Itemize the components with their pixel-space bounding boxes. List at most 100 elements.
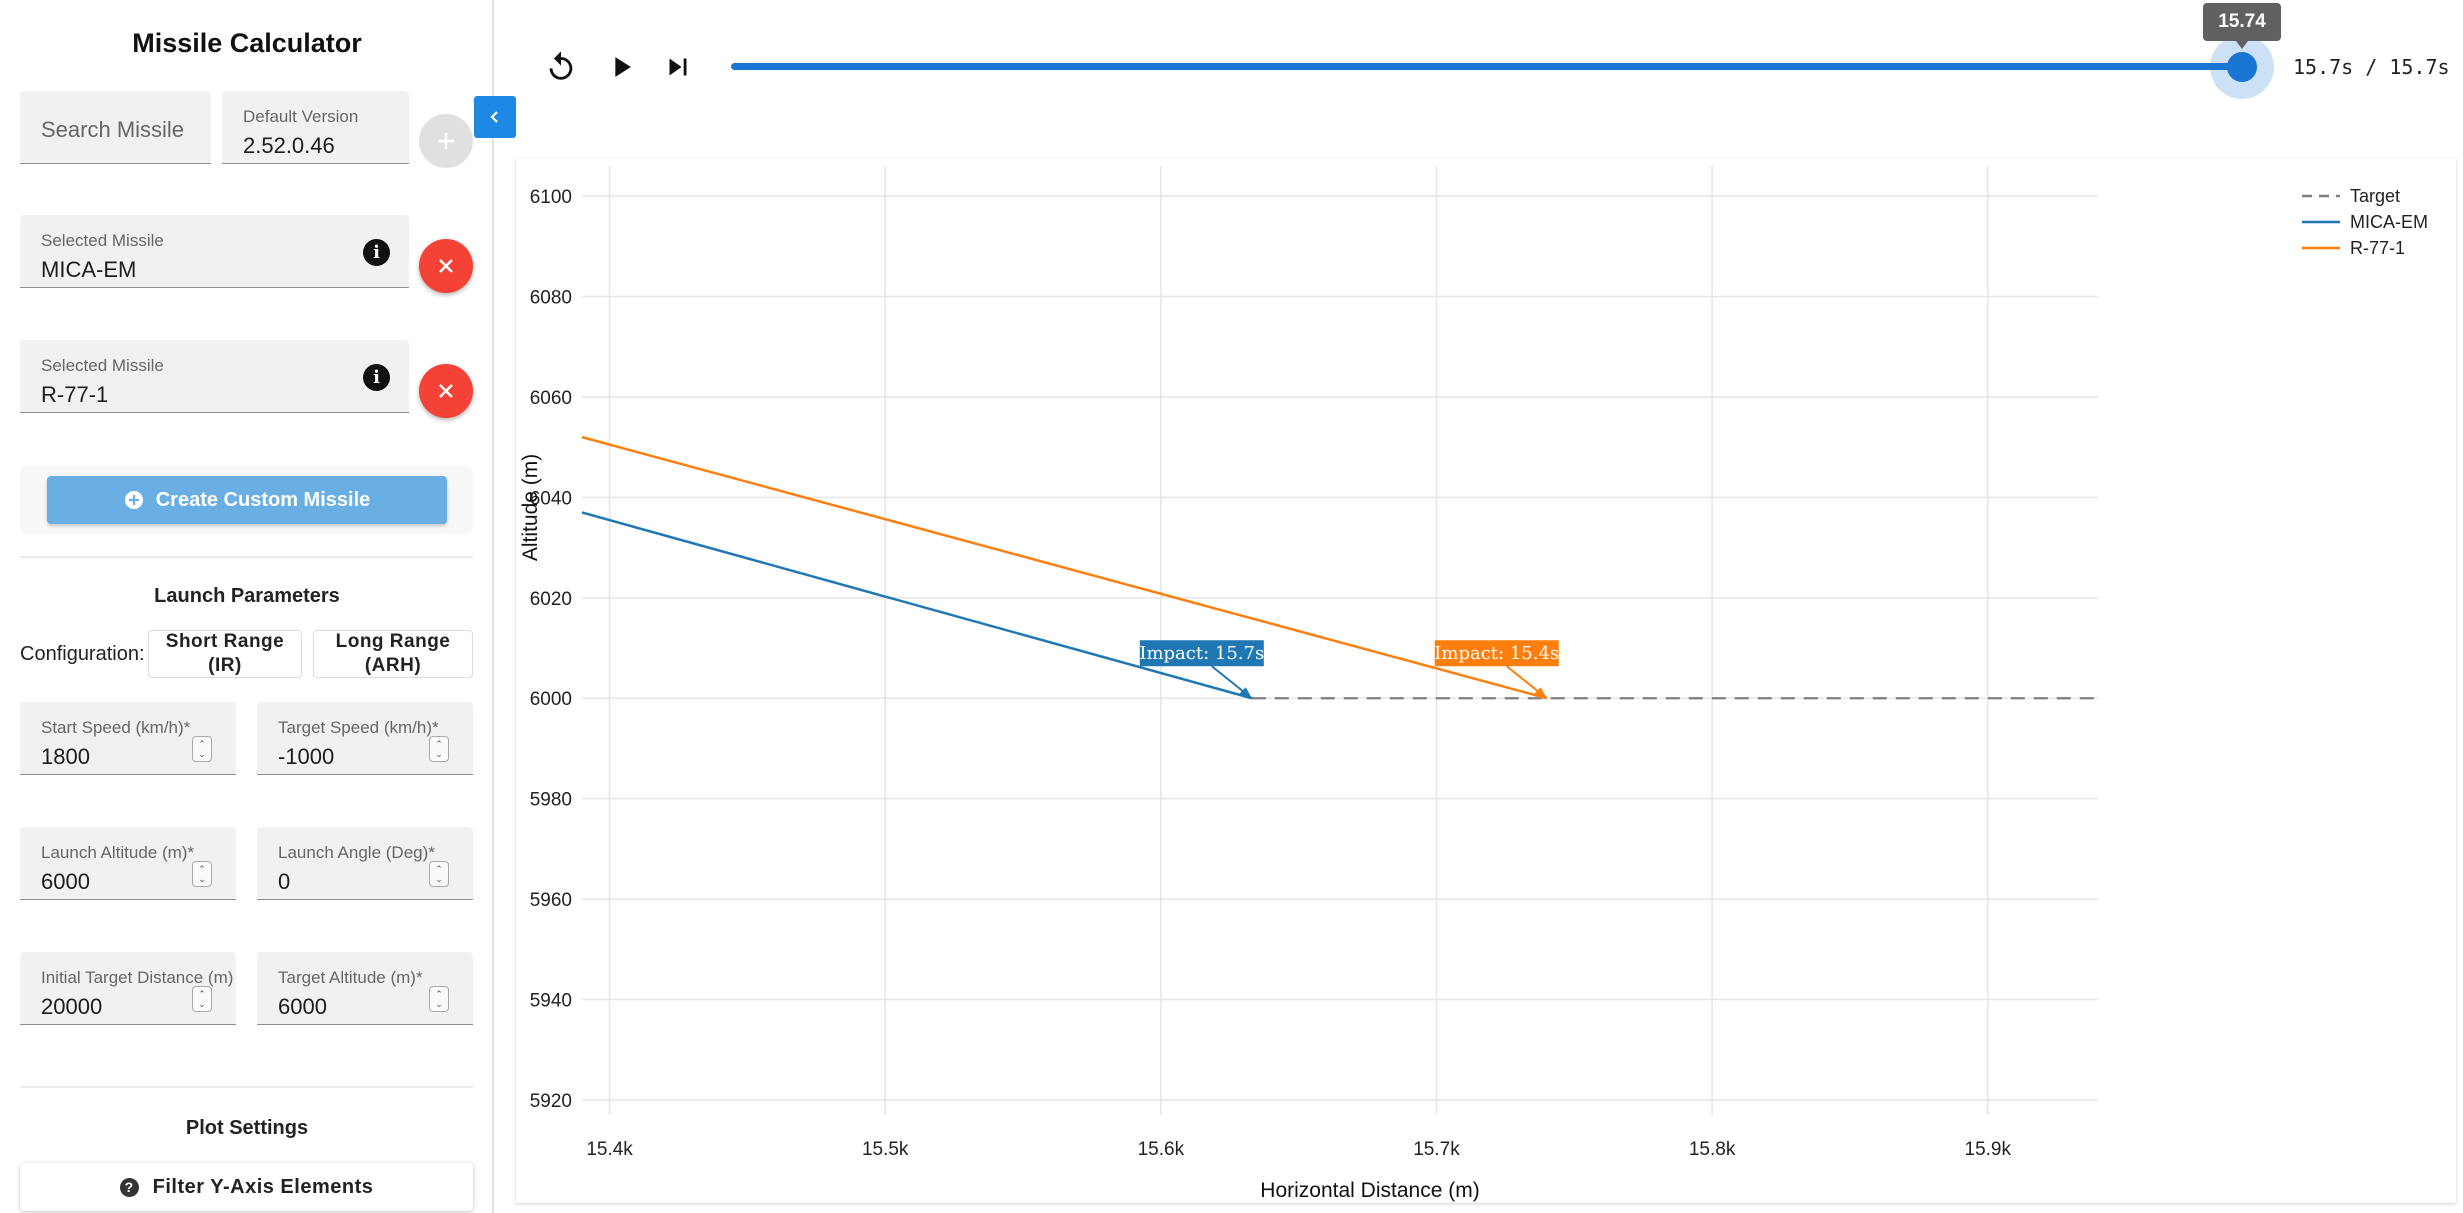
close-icon: [439, 384, 453, 398]
divider: [20, 556, 473, 558]
selected-missile-2-label: Selected Missile: [41, 356, 164, 375]
initial-target-distance-stepper[interactable]: ⌃ ⌄: [192, 986, 212, 1012]
launch-angle-stepper[interactable]: ⌃ ⌄: [429, 861, 449, 887]
x-tick-label: 15.9k: [1965, 1139, 2012, 1160]
x-tick-label: 15.5k: [862, 1139, 909, 1160]
start-speed-stepper[interactable]: ⌃ ⌄: [192, 736, 212, 762]
target-speed-value: -1000: [278, 744, 335, 769]
annotation-arrowhead: [1533, 687, 1547, 699]
start-speed-value: 1800: [41, 744, 90, 769]
target-altitude-label: Target Altitude (m)*: [278, 968, 423, 987]
y-tick-label: 6020: [530, 589, 572, 610]
y-tick-label: 5920: [530, 1091, 572, 1112]
series-line-r-77-1[interactable]: [581, 435, 1548, 700]
x-tick-label: 15.7k: [1413, 1139, 1460, 1160]
version-label: Default Version: [243, 107, 359, 126]
timeline-slider-thumb[interactable]: [2227, 52, 2257, 82]
version-value: 2.52.0.46: [243, 133, 335, 158]
add-missile-button[interactable]: [419, 114, 473, 168]
configuration-label: Configuration:: [20, 643, 145, 665]
annotation-label: Impact: 15.7s: [1139, 643, 1264, 664]
y-axis-label: Altitude (m): [519, 454, 542, 561]
target-speed-field[interactable]: Target Speed (km/h)* -1000 ⌃ ⌄: [257, 702, 473, 775]
trajectory-chart[interactable]: 15.4k 15.5k 15.6k 15.7k 15.8k 15.9k 5920 5940 59…: [516, 158, 2456, 1203]
selected-missile-2-value: R-77-1: [41, 382, 109, 407]
remove-missile-1-button[interactable]: [419, 239, 473, 293]
target-altitude-value: 6000: [278, 994, 327, 1019]
annotation-arrowhead: [1238, 687, 1252, 699]
target-speed-stepper[interactable]: ⌃ ⌄: [429, 736, 449, 762]
info-icon[interactable]: i: [363, 239, 390, 266]
time-display: 15.7s / 15.7s: [2293, 55, 2450, 79]
filter-y-axis-label: Filter Y-Axis Elements: [152, 1175, 374, 1198]
target-altitude-field[interactable]: Target Altitude (m)* 6000 ⌃ ⌄: [257, 952, 473, 1025]
create-custom-missile-button[interactable]: Create Custom Missile: [47, 476, 447, 524]
chart-card: 15.4k 15.5k 15.6k 15.7k 15.8k 15.9k 5920 5940 59…: [516, 158, 2456, 1203]
app-title: Missile Calculator: [132, 28, 362, 58]
initial-target-distance-label: Initial Target Distance (m): [41, 968, 234, 987]
legend-label: Target: [2350, 186, 2400, 206]
launch-angle-label: Launch Angle (Deg)*: [278, 843, 435, 862]
legend-label: R-77-1: [2350, 238, 2405, 258]
launch-altitude-value: 6000: [41, 869, 90, 894]
collapse-sidebar-button[interactable]: [474, 96, 516, 138]
plus-icon: [438, 133, 454, 149]
selected-missile-2[interactable]: Selected Missile R-77-1 i: [20, 340, 409, 413]
x-tick-label: 15.4k: [586, 1139, 633, 1160]
x-tick-label: 15.8k: [1689, 1139, 1736, 1160]
skip-next-icon[interactable]: [661, 50, 695, 84]
launch-angle-value: 0: [278, 869, 291, 894]
initial-target-distance-value: 20000: [41, 994, 103, 1019]
create-custom-missile-label: Create Custom Missile: [155, 488, 371, 511]
timeline-slider-track[interactable]: [731, 63, 2242, 70]
y-tick-label: 5980: [530, 790, 572, 811]
y-tick-label: 6000: [530, 689, 572, 710]
selected-missile-1[interactable]: Selected Missile MICA-EM i: [20, 215, 409, 288]
x-tick-label: 15.6k: [1138, 1139, 1185, 1160]
config-long-range-button[interactable]: Long Range (ARH): [313, 630, 473, 678]
annotation-box: [1139, 640, 1264, 667]
y-tick-label: 6080: [530, 288, 572, 309]
target-speed-label: Target Speed (km/h)*: [278, 718, 439, 737]
divider: [20, 1086, 473, 1088]
start-speed-field[interactable]: Start Speed (km/h)* 1800 ⌃ ⌄: [20, 702, 236, 775]
initial-target-distance-field[interactable]: Initial Target Distance (m) 20000 ⌃ ⌄: [20, 952, 236, 1025]
chevron-left-icon: [490, 111, 498, 123]
add-circle-icon: [124, 491, 143, 509]
launch-parameters-title: Launch Parameters: [154, 585, 340, 607]
help-icon: ?: [119, 1177, 139, 1197]
y-tick-label: 6100: [530, 187, 572, 208]
target-altitude-stepper[interactable]: ⌃ ⌄: [429, 986, 449, 1012]
launch-altitude-field[interactable]: Launch Altitude (m)* 6000 ⌃ ⌄: [20, 827, 236, 900]
config-short-range-label: Short Range (IR): [165, 631, 285, 676]
annotation-label: Impact: 15.4s: [1434, 643, 1559, 664]
search-missile-placeholder: Search Missile: [41, 117, 185, 142]
y-tick-label: 5940: [530, 991, 572, 1012]
y-tick-label: 6040: [530, 488, 572, 509]
version-select[interactable]: Default Version 2.52.0.46: [222, 91, 409, 164]
selected-missile-1-value: MICA-EM: [41, 257, 137, 282]
launch-altitude-stepper[interactable]: ⌃ ⌄: [192, 861, 212, 887]
config-short-range-button[interactable]: Short Range (IR): [148, 630, 302, 678]
play-icon[interactable]: [604, 50, 638, 84]
timeline-slider-value: 15.74: [2203, 3, 2281, 49]
series-line-mica-em[interactable]: [581, 511, 1253, 700]
replay-icon[interactable]: [544, 50, 578, 84]
remove-missile-2-button[interactable]: [419, 364, 473, 418]
sidebar: Missile Calculator Search Missile Defaul…: [0, 0, 494, 1213]
config-long-range-label: Long Range (ARH): [335, 631, 451, 676]
info-icon[interactable]: i: [363, 364, 390, 391]
y-tick-label: 6060: [530, 388, 572, 409]
annotation-box: [1434, 640, 1559, 667]
y-tick-label: 5960: [530, 890, 572, 911]
legend-label: MICA-EM: [2350, 212, 2428, 232]
plot-settings-title: Plot Settings: [185, 1117, 309, 1139]
start-speed-label: Start Speed (km/h)*: [41, 718, 191, 737]
x-axis-label: Horizontal Distance (m): [1260, 1179, 1479, 1202]
launch-altitude-label: Launch Altitude (m)*: [41, 843, 195, 862]
close-icon: [439, 259, 453, 273]
launch-angle-field[interactable]: Launch Angle (Deg)* 0 ⌃ ⌄: [257, 827, 473, 900]
selected-missile-1-label: Selected Missile: [41, 231, 164, 250]
search-missile-input[interactable]: Search Missile: [20, 91, 211, 164]
filter-y-axis-button[interactable]: ? Filter Y-Axis Elements: [20, 1163, 473, 1211]
